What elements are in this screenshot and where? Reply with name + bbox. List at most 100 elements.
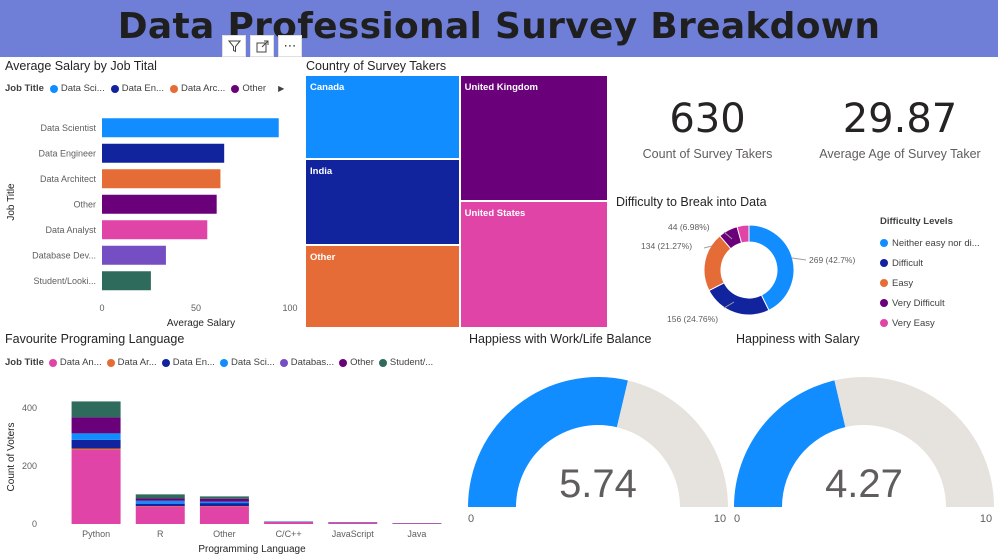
- legend-item[interactable]: Easy: [880, 273, 980, 293]
- count-kpi-label: Count of Survey Takers: [642, 147, 773, 161]
- y-tick-label: 0: [32, 519, 37, 529]
- donut-leader-line: [723, 231, 733, 240]
- category-label: Data Architect: [40, 174, 97, 184]
- treemap-tile[interactable]: India: [305, 159, 460, 245]
- language-stacked-bar-chart: 0 200 400 Python R Other C/C++ JavaScript Java Pr…: [6, 401, 442, 555]
- legend-item[interactable]: Data Sci...: [219, 357, 275, 368]
- legend-item[interactable]: Data En...: [110, 83, 164, 94]
- count-kpi-value: 630: [669, 96, 746, 142]
- treemap-tile[interactable]: United Kingdom: [459, 75, 608, 201]
- stacked-bar-segment: [392, 523, 442, 524]
- legend-label: Data An...: [59, 357, 102, 368]
- filter-icon[interactable]: [222, 35, 246, 57]
- x-tick-label: JavaScript: [332, 529, 375, 539]
- stacked-bar-segment: [135, 503, 185, 506]
- language-chart-legend: Job Title Data An... Data Ar... Data En.…: [5, 357, 433, 368]
- page-title: Data Professional Survey Breakdown: [117, 6, 881, 47]
- salary-bar: [102, 143, 225, 163]
- stacked-bar-segment: [135, 506, 185, 524]
- salary-bar: [102, 220, 208, 240]
- country-treemap: Canada India Other United Kingdom United Sta…: [305, 75, 608, 328]
- x-tick-label: Python: [82, 529, 110, 539]
- legend-dot: [161, 358, 170, 367]
- language-chart-panel: Favourite Programing Language Job Title …: [0, 332, 462, 557]
- donut-data-label: 156 (24.76%): [667, 314, 718, 324]
- x-tick-label: 0: [99, 303, 104, 313]
- gauge-max-label: 10: [714, 513, 726, 525]
- category-label: Student/Looki...: [33, 276, 96, 286]
- legend-label: Very Difficult: [892, 297, 945, 309]
- treemap-tile[interactable]: United States: [459, 200, 608, 328]
- legend-dot: [378, 358, 387, 367]
- legend-item[interactable]: Data An...: [48, 357, 102, 368]
- legend-item[interactable]: Very Difficult: [880, 293, 980, 313]
- legend-label: Data Sci...: [60, 83, 105, 94]
- stacked-bar-segment: [71, 449, 121, 524]
- treemap-tile-label: United States: [464, 207, 526, 219]
- legend-item[interactable]: Very Easy: [880, 313, 980, 333]
- y-tick-label: 200: [22, 461, 37, 471]
- legend-item[interactable]: Other: [339, 357, 374, 368]
- legend-title: Job Title: [5, 83, 44, 94]
- treemap-tile[interactable]: Canada: [305, 75, 460, 160]
- stacked-bar-segment: [135, 498, 185, 501]
- legend-dot: [880, 259, 888, 267]
- age-kpi-value: 29.87: [842, 96, 958, 142]
- legend-item[interactable]: Data En...: [161, 357, 215, 368]
- gauge-value-label: 4.27: [825, 462, 903, 506]
- legend-label: Data Sci...: [230, 357, 275, 368]
- legend-label: Data En...: [172, 357, 215, 368]
- legend-dot: [110, 84, 119, 93]
- legend-dot: [880, 279, 888, 287]
- category-label: Other: [73, 199, 96, 209]
- legend-label: Difficult: [892, 257, 923, 269]
- legend-item[interactable]: Data Ar...: [106, 357, 157, 368]
- legend-dot: [231, 84, 240, 93]
- stacked-bar-segment: [199, 501, 249, 504]
- gauge-track-arc: [834, 377, 994, 507]
- category-label: Data Analyst: [45, 225, 96, 235]
- legend-item[interactable]: Other: [231, 83, 266, 94]
- treemap-tile[interactable]: Other: [305, 244, 460, 328]
- gauge-value-arc: [734, 380, 846, 507]
- legend-item[interactable]: Data Arc...: [169, 83, 225, 94]
- legend-dot: [169, 84, 178, 93]
- x-tick-label: 50: [191, 303, 201, 313]
- donut-data-label: 134 (21.27%): [641, 241, 692, 251]
- visual-header-toolbar: ⋯: [222, 35, 302, 57]
- focus-mode-icon[interactable]: [250, 35, 274, 57]
- legend-title: Job Title: [5, 357, 44, 368]
- stacked-bar-segment: [264, 521, 314, 524]
- legend-label: Data En...: [121, 83, 164, 94]
- legend-item[interactable]: Student/...: [378, 357, 433, 368]
- legend-item[interactable]: Neither easy nor di...: [880, 233, 980, 253]
- donut-leader-line: [703, 245, 713, 249]
- treemap-tile-label: India: [310, 166, 333, 178]
- donut-leader-line: [723, 301, 735, 309]
- y-tick-label: 400: [22, 403, 37, 413]
- legend-dot: [880, 319, 888, 327]
- donut-slice: [736, 224, 750, 244]
- worklife-gauge: 5.74 0 10: [468, 376, 728, 525]
- salary-bar: [102, 271, 151, 291]
- gauge-value-label: 5.74: [559, 462, 637, 506]
- salary-bar: [102, 169, 221, 189]
- gauge-min-label: 0: [468, 513, 474, 525]
- legend-label: Other: [350, 357, 374, 368]
- stacked-bar-segment: [71, 439, 121, 449]
- legend-item[interactable]: Data Sci...: [49, 83, 105, 94]
- legend-next-arrow[interactable]: ▶: [278, 84, 285, 93]
- difficulty-legend: Difficulty Levels Neither easy nor di...…: [880, 216, 980, 333]
- stacked-bar-segment: [199, 496, 249, 499]
- legend-item[interactable]: Databas...: [279, 357, 334, 368]
- legend-dot: [106, 358, 115, 367]
- category-label: Data Engineer: [38, 148, 96, 158]
- salary-gauge: 4.27 0 10: [734, 377, 994, 525]
- more-options-icon[interactable]: ⋯: [278, 35, 302, 57]
- legend-item[interactable]: Difficult: [880, 253, 980, 273]
- stacked-bar-segment: [135, 505, 185, 507]
- stacked-bar-segment: [71, 433, 121, 440]
- salary-chart-legend: Job Title Data Sci... Data En... Data Ar…: [5, 83, 284, 94]
- x-tick-label: R: [157, 529, 164, 539]
- legend-label: Data Ar...: [117, 357, 157, 368]
